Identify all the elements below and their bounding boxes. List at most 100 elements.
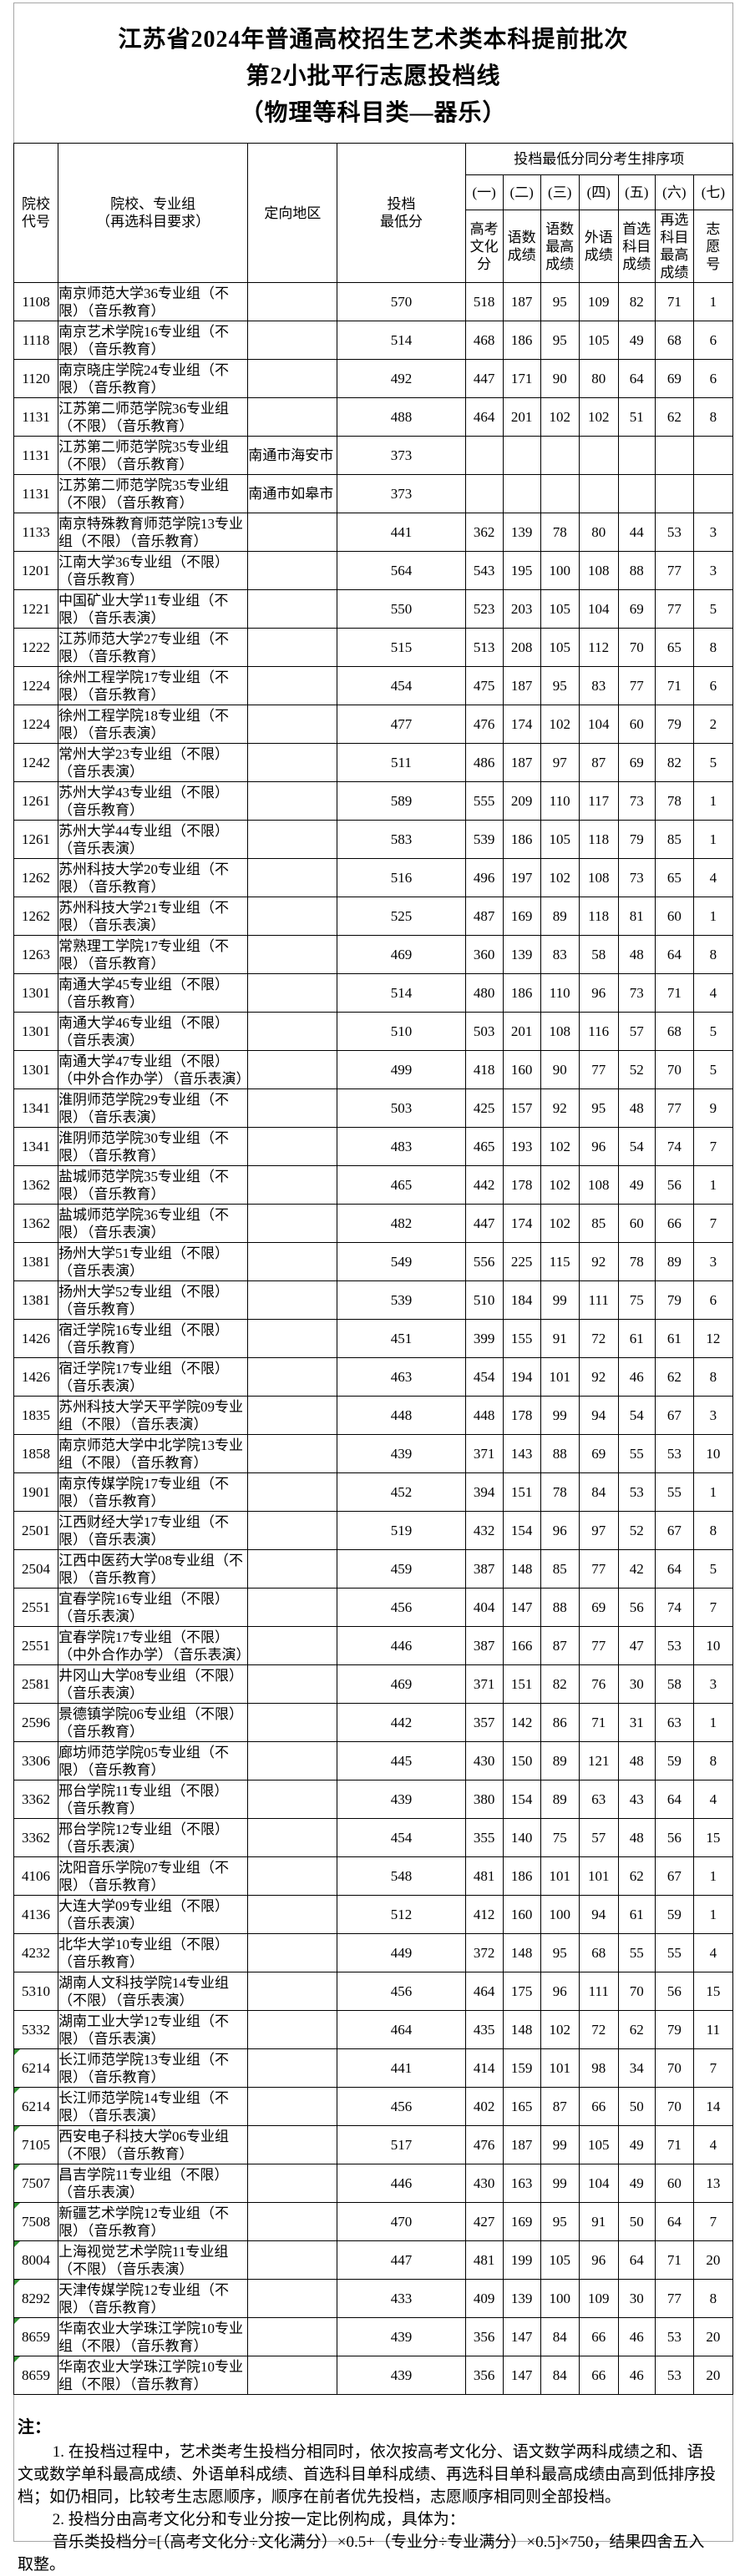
min-score-cell: 519 — [337, 1511, 466, 1550]
table-row: 5332 湖南工业大学12专业组（不限）（音乐表演） 464 435 148 102 72 6… — [13, 2010, 734, 2049]
college-name-cell: 廊坊师范学院05专业组（不限）（音乐教育） — [58, 1741, 249, 1780]
tie-4-cell: 104 — [578, 705, 619, 744]
tie-6-cell: 58 — [654, 1664, 694, 1704]
tie-7-cell: 8 — [692, 397, 734, 437]
college-name-cell: 天津传媒学院12专业组（不限）（音乐教育） — [58, 2279, 249, 2318]
tie-6-cell: 53 — [654, 1434, 694, 1473]
sheet-page: 江苏省2024年普通高校招生艺术类本科提前批次 第2小批平行志愿投档线 （物理等… — [13, 3, 734, 2573]
tie-2-cell: 193 — [502, 1127, 541, 1166]
tie-5-cell: 62 — [617, 1856, 656, 1896]
tie-4-cell: 105 — [578, 2125, 619, 2164]
tie-5-cell: 88 — [617, 551, 656, 590]
tie-5-cell: 47 — [617, 1626, 656, 1665]
tie-6-cell: 67 — [654, 1511, 694, 1550]
tie-7-cell: 1 — [692, 1703, 734, 1742]
tie-3-cell: 102 — [540, 2010, 580, 2049]
college-name-cell: 江苏第二师范学院35专业组（不限）（音乐教育） — [58, 474, 249, 513]
tie-4-cell: 77 — [578, 1626, 619, 1665]
table-row: 6214 长江师范学院13专业组（不限）（音乐教育） 441 414 159 101 98 3… — [13, 2048, 734, 2088]
tie-3-cell: 99 — [540, 1280, 580, 1320]
region-cell — [247, 1703, 338, 1742]
tie-4-cell: 80 — [578, 513, 619, 552]
college-name-cell: 苏州科技大学天平学院09专业组（不限）（音乐表演） — [58, 1396, 249, 1435]
min-score-cell: 550 — [337, 589, 466, 629]
min-score-cell: 525 — [337, 897, 466, 936]
green-corner-marker — [14, 2203, 20, 2209]
tie-4-cell: 66 — [578, 2087, 619, 2126]
notes-section: 注： 1. 在投档过程中，艺术类考生投档分相同时，依次按高考文化分、语文数学两科… — [18, 2417, 717, 2576]
region-cell — [247, 1127, 338, 1166]
tie-5-cell — [617, 436, 656, 475]
tie-3-cell: 110 — [540, 781, 580, 821]
admission-score-table: 院校 代号 院校、专业组 （再选科目要求） 定向地区 投档 最低分 投档最低分同分考生排序项(… — [13, 143, 734, 2395]
tie-5-cell: 69 — [617, 743, 656, 782]
tie-4-cell: 96 — [578, 1127, 619, 1166]
table-row: 1341 淮阴师范学院30专业组（不限）（音乐教育） 483 465 193 102 96 5… — [13, 1127, 734, 1166]
min-score-cell: 441 — [337, 2048, 466, 2088]
tie-5-cell: 69 — [617, 589, 656, 629]
college-name-cell: 江西中医药大学08专业组（不限）（音乐教育） — [58, 1549, 249, 1589]
tie-5-cell: 48 — [617, 935, 656, 974]
tie-7-cell: 12 — [692, 1319, 734, 1358]
min-score-cell: 439 — [337, 2356, 466, 2395]
tie-6-cell: 63 — [654, 1703, 694, 1742]
college-name-cell: 中国矿业大学11专业组（不限）（音乐表演） — [58, 589, 249, 629]
min-score-cell: 456 — [337, 1588, 466, 1627]
college-name-cell: 上海视觉艺术学院11专业组（不限）（音乐表演） — [58, 2240, 249, 2280]
table-row: 1224 徐州工程学院18专业组（不限）（音乐表演） 477 476 174 102 104… — [13, 705, 734, 744]
college-code-cell: 3306 — [13, 1741, 59, 1780]
tie-5-cell: 49 — [617, 1165, 656, 1205]
tie-6-cell: 71 — [654, 973, 694, 1013]
region-cell — [247, 2087, 338, 2126]
title-line-2: 第2小批平行志愿投档线 — [246, 63, 501, 89]
region-cell — [247, 1780, 338, 1819]
tie-3-cell: 101 — [540, 1357, 580, 1397]
tie-5-cell: 79 — [617, 820, 656, 859]
tie-4-cell: 121 — [578, 1741, 619, 1780]
college-name-cell: 苏州科技大学21专业组（不限）（音乐表演） — [58, 897, 249, 936]
min-score-cell: 452 — [337, 1472, 466, 1512]
tie-5-cell: 57 — [617, 1012, 656, 1051]
college-code-cell: 6214 — [13, 2048, 59, 2088]
min-score-cell: 459 — [337, 1549, 466, 1589]
tie-1-cell: 523 — [464, 589, 504, 629]
tie-4-cell: 77 — [578, 1050, 619, 1089]
min-score-cell: 570 — [337, 282, 466, 321]
table-row: 2581 井冈山大学08专业组（不限）（音乐表演） 469 371 151 82 76 30 5… — [13, 1664, 734, 1704]
tie-3-cell: 95 — [540, 666, 580, 705]
tie-6-cell — [654, 436, 694, 475]
header-sub-4: 外语 成绩 — [578, 210, 619, 283]
tie-7-cell: 1 — [692, 1856, 734, 1896]
region-cell — [247, 2279, 338, 2318]
college-name-cell: 新疆艺术学院12专业组（不限）（音乐教育） — [58, 2202, 249, 2241]
tie-2-cell: 160 — [502, 1895, 541, 1934]
tie-3-cell: 95 — [540, 321, 580, 360]
table-row: 1426 宿迁学院17专业组（不限）（音乐表演） 463 454 194 101 92 46 6… — [13, 1357, 734, 1397]
college-name-cell: 盐城师范学院36专业组（不限）（音乐表演） — [58, 1204, 249, 1243]
tie-1-cell: 402 — [464, 2087, 504, 2126]
college-code-cell: 7507 — [13, 2164, 59, 2203]
tie-1-cell: 399 — [464, 1319, 504, 1358]
note-item-1: 1. 在投档过程中，艺术类考生投档分相同时，依次按高考文化分、语文数学两科成绩之… — [18, 2443, 717, 2506]
college-name-cell: 华南农业大学珠江学院10专业组（不限）（音乐教育） — [58, 2356, 249, 2395]
tie-2-cell: 148 — [502, 2010, 541, 2049]
tie-7-cell: 8 — [692, 1357, 734, 1397]
college-name-cell: 邢台学院12专业组（不限）（音乐表演） — [58, 1818, 249, 1857]
tie-6-cell: 64 — [654, 1549, 694, 1589]
tie-5-cell: 31 — [617, 1703, 656, 1742]
college-name-cell: 西安电子科技大学06专业组（不限）（音乐教育） — [58, 2125, 249, 2164]
tie-5-cell: 64 — [617, 2240, 656, 2280]
tie-1-cell: 409 — [464, 2279, 504, 2318]
tie-5-cell: 52 — [617, 1050, 656, 1089]
tie-3-cell: 86 — [540, 1703, 580, 1742]
header-region: 定向地区 — [247, 143, 338, 283]
tie-2-cell: 169 — [502, 2202, 541, 2241]
tie-3-cell: 102 — [540, 1127, 580, 1166]
tie-7-cell: 8 — [692, 1511, 734, 1550]
tie-4-cell: 102 — [578, 397, 619, 437]
note-item-3: 音乐类投档分=[（高考文化分÷文化满分）×0.5+（专业分÷专业满分）×0.5]… — [18, 2533, 705, 2573]
tie-4-cell: 91 — [578, 2202, 619, 2241]
region-cell — [247, 1280, 338, 1320]
college-name-cell: 昌吉学院11专业组（不限）（音乐表演） — [58, 2164, 249, 2203]
title-line-3: （物理等科目类—器乐） — [240, 100, 507, 126]
